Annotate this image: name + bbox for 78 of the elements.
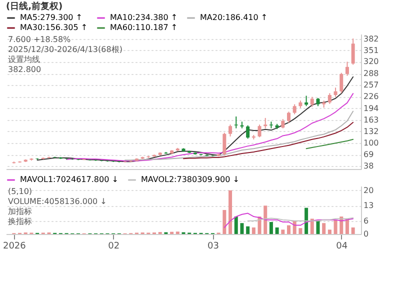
annotation: 2025/12/30-2026/4/13(68根) xyxy=(8,45,122,54)
candlestick xyxy=(292,104,296,115)
y-tick-label: 382 xyxy=(364,34,379,44)
x-tick-label: 2026 xyxy=(2,242,26,252)
legend-label: MAVOL2:7380309.900 ↓ xyxy=(141,175,240,184)
bar xyxy=(222,210,226,234)
chart-title: (日线,前复权) xyxy=(6,1,63,12)
x-tick-label: 03 xyxy=(208,242,219,252)
annotation: 7.600 +18.58% xyxy=(8,35,72,44)
y-tick-label: 6 xyxy=(364,216,369,226)
bar xyxy=(269,222,273,234)
line-series xyxy=(36,76,354,162)
candlestick xyxy=(264,117,268,129)
y-tick-label: 194 xyxy=(364,104,379,113)
bar xyxy=(264,206,268,234)
y-tick-label: 100 xyxy=(364,138,379,148)
y-tick-label: 132 xyxy=(364,126,379,136)
bar xyxy=(345,218,349,234)
legend-label: MA5:279.300 ↑ xyxy=(20,13,82,22)
y-tick-label: 351 xyxy=(364,46,379,55)
candlestick xyxy=(351,38,355,66)
candlestick xyxy=(281,118,285,129)
legend-label: MA60:110.187 ↑ xyxy=(110,23,178,32)
annotation: 换指标 xyxy=(8,217,32,226)
bar xyxy=(334,220,338,234)
bar xyxy=(240,223,244,234)
bar xyxy=(234,216,238,234)
candlestick xyxy=(340,72,344,94)
bar xyxy=(252,227,256,234)
bar xyxy=(304,208,308,234)
line-series xyxy=(224,212,354,228)
legend-label: MA20:186.410 ↑ xyxy=(200,13,268,22)
y-tick-label: 20 xyxy=(364,186,374,195)
candlestick xyxy=(310,96,314,108)
candlestick xyxy=(222,132,226,156)
candlestick xyxy=(234,116,238,129)
bar xyxy=(287,225,291,234)
candlestick xyxy=(246,124,250,140)
candlestick xyxy=(258,124,262,138)
x-tick-label: 04 xyxy=(336,242,348,252)
legend-label: MA10:234.380 ↑ xyxy=(110,13,178,22)
bar xyxy=(228,190,232,234)
candlestick xyxy=(345,61,349,76)
candlestick xyxy=(228,124,232,137)
y-tick-label: 13 xyxy=(364,201,374,210)
bar xyxy=(351,227,355,234)
y-tick-label: 0 xyxy=(364,230,369,238)
y-tick-label: 163 xyxy=(364,115,379,124)
bar xyxy=(246,226,250,234)
annotation: (5,10) xyxy=(8,187,32,196)
y-tick-label: 69 xyxy=(364,150,374,160)
legend-label: MA30:156.305 ↑ xyxy=(20,23,88,32)
candlestick xyxy=(328,92,332,104)
bar xyxy=(275,227,279,234)
bar xyxy=(316,220,320,234)
y-tick-label: 38 xyxy=(364,162,374,171)
legend-label: MAVOL1:7024617.800 ↓ xyxy=(20,175,118,184)
annotation: VOLUME:4058136.000 ↓ xyxy=(8,197,107,206)
candlestick xyxy=(287,111,291,124)
annotation: 设置均线 xyxy=(8,55,40,64)
y-tick-label: 320 xyxy=(364,57,379,66)
bar xyxy=(281,230,285,234)
candlestick xyxy=(334,87,338,98)
x-tick-label: 02 xyxy=(108,242,120,252)
bar xyxy=(322,223,326,234)
y-tick-label: 288 xyxy=(364,69,379,78)
bar xyxy=(310,218,314,234)
bar xyxy=(298,228,302,234)
candlestick xyxy=(304,95,308,107)
line-series xyxy=(124,110,354,161)
line-series xyxy=(306,138,354,150)
line-series xyxy=(66,93,354,162)
line-series xyxy=(183,122,354,160)
y-tick-label: 257 xyxy=(364,80,379,90)
annotation: 382.800 xyxy=(8,65,42,74)
y-tick-label: 226 xyxy=(364,92,379,102)
bar xyxy=(328,230,332,234)
annotation: 加指标 xyxy=(8,207,32,216)
